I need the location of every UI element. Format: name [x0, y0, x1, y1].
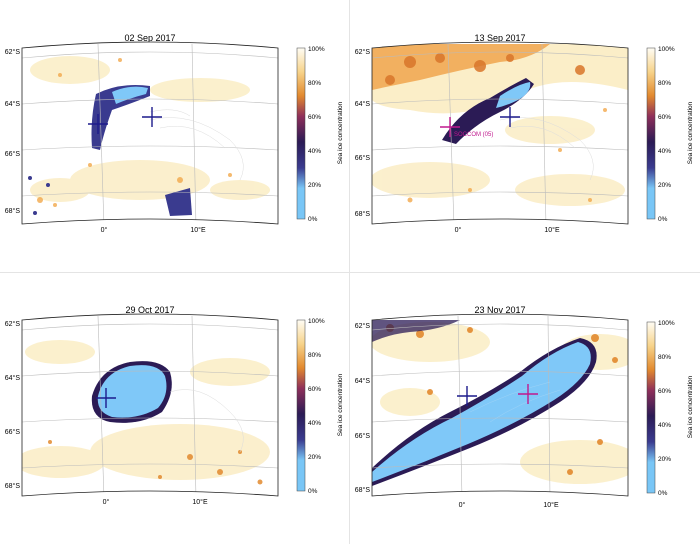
lon-label: 0° [455, 226, 462, 234]
polynya-ice-fill [372, 342, 591, 482]
colorbar-tick: 40% [658, 148, 671, 155]
colorbar-tick: 100% [308, 46, 325, 53]
buoy-marker-cross [518, 384, 538, 404]
lat-label: 62°S [5, 48, 21, 56]
colorbar-label: Sea ice concentration [687, 101, 694, 164]
low-concentration-speckle [30, 56, 270, 202]
colorbar [296, 319, 306, 492]
sea-ice-field [372, 314, 628, 496]
lon-label: 10°E [192, 498, 208, 506]
bathymetry-contours [499, 117, 594, 181]
panel-divider-horizontal [0, 272, 700, 273]
colorbar-tick: 0% [658, 216, 668, 223]
float-annotation: SOCCOM (05) [454, 132, 493, 138]
lat-label: 64°S [5, 374, 21, 382]
colorbar-tick: 0% [658, 490, 668, 497]
lon-label: 10°E [544, 226, 560, 234]
lat-label: 66°S [355, 154, 371, 162]
buoy-marker-cross [142, 107, 162, 127]
map-title: 13 Sep 2017 [474, 33, 525, 43]
lat-label: 68°S [5, 482, 21, 490]
colorbar-tick: 40% [308, 148, 321, 155]
map-frame [371, 313, 629, 497]
lon-label: 10°E [543, 501, 559, 509]
lat-label: 62°S [355, 48, 371, 56]
lat-label: 64°S [355, 100, 371, 108]
map-frame [371, 41, 629, 225]
colorbar-tick: 20% [658, 456, 671, 463]
graticule [22, 315, 278, 496]
map-frame [21, 313, 279, 497]
colorbar [646, 47, 656, 220]
polynya-ice-fill [112, 86, 148, 104]
colorbar-label: Sea ice concentration [337, 373, 344, 436]
colorbar-tick: 100% [658, 320, 675, 327]
map-title: 23 Nov 2017 [474, 305, 525, 315]
lat-label: 66°S [5, 428, 21, 436]
colorbar-tick: 60% [308, 386, 321, 393]
sea-ice-field [22, 42, 278, 224]
colorbar-tick: 20% [308, 182, 321, 189]
map-title: 29 Oct 2017 [125, 305, 174, 315]
buoy-marker-cross [500, 107, 520, 127]
colorbar-tick: 20% [658, 182, 671, 189]
lon-label: 0° [101, 226, 108, 234]
lat-label: 68°S [355, 486, 371, 494]
graticule [372, 315, 628, 496]
buoy-marker-cross [88, 114, 108, 134]
lat-label: 64°S [5, 100, 21, 108]
polynya-ice-fill [496, 82, 531, 108]
colorbar-tick: 40% [658, 422, 671, 429]
colorbar-tick: 100% [658, 46, 675, 53]
lat-label: 68°S [5, 207, 21, 215]
colorbar-tick: 60% [308, 114, 321, 121]
buoy-marker-cross [457, 386, 477, 406]
sea-ice-field [372, 42, 628, 224]
colorbar-tick: 20% [308, 454, 321, 461]
bathymetry-contours [149, 109, 244, 181]
sea-ice-field [22, 314, 278, 496]
bathymetry-contours [469, 381, 561, 423]
buoy-marker-cross [440, 117, 460, 137]
colorbar-tick: 80% [308, 80, 321, 87]
colorbar-tick: 80% [658, 354, 671, 361]
lon-label: 0° [459, 501, 466, 509]
map-title: 02 Sep 2017 [124, 33, 175, 43]
lat-label: 66°S [355, 432, 371, 440]
colorbar [296, 47, 306, 220]
lat-label: 68°S [355, 210, 371, 218]
graticule [22, 43, 278, 224]
high-concentration-edges [28, 85, 192, 216]
lon-label: 10°E [190, 226, 206, 234]
colorbar-label: Sea ice concentration [687, 375, 694, 438]
colorbar-label: Sea ice concentration [337, 101, 344, 164]
lat-label: 62°S [355, 322, 371, 330]
colorbar-tick: 80% [308, 352, 321, 359]
colorbar-tick: 100% [308, 318, 325, 325]
colorbar [646, 321, 656, 494]
colorbar-tick: 60% [658, 114, 671, 121]
mid-concentration-patches [37, 58, 232, 207]
colorbar-tick: 80% [658, 80, 671, 87]
lon-label: 0° [103, 498, 110, 506]
buoy-marker-cross [96, 388, 116, 408]
colorbar-tick: 40% [308, 420, 321, 427]
map-panel-2: 13 Sep 2017 [350, 0, 700, 272]
map-panel-1: 02 Sep 2017 [0, 0, 350, 272]
map-frame [21, 41, 279, 225]
colorbar-tick: 0% [308, 488, 318, 495]
map-panel-4: 23 Nov 2017 [350, 272, 700, 544]
panel-divider-vertical [349, 0, 350, 544]
lat-label: 62°S [5, 320, 21, 328]
lat-label: 64°S [355, 377, 371, 385]
graticule [372, 43, 628, 224]
map-panel-3: 29 Oct 2017 [0, 272, 350, 544]
colorbar-tick: 60% [658, 388, 671, 395]
lat-label: 66°S [5, 150, 21, 158]
polynya-ice-fill [97, 365, 167, 418]
bathymetry-contours [169, 389, 244, 453]
colorbar-tick: 0% [308, 216, 318, 223]
